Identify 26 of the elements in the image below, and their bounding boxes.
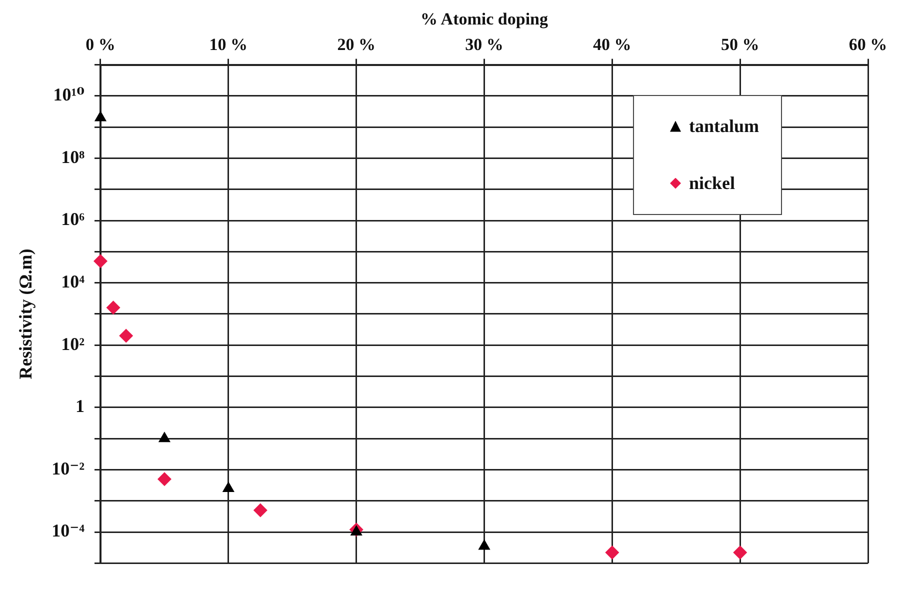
point	[106, 300, 120, 315]
y-tick-label: 10⁶	[61, 209, 86, 230]
point	[605, 546, 620, 560]
y-tick-label: 10⁻²	[52, 458, 84, 478]
y-tick-label: 10¹⁰	[53, 84, 85, 105]
point	[94, 254, 108, 268]
point	[253, 503, 268, 518]
x-axis-title: % Atomic doping	[420, 10, 548, 29]
x-tick-label: 10 %	[209, 34, 248, 54]
y-tick-label: 10⁻⁴	[52, 520, 86, 541]
x-tick-label: 60 %	[848, 34, 888, 54]
y-tick-label: 10⁸	[61, 146, 86, 167]
point	[119, 328, 134, 343]
y-tick-label: 10⁴	[61, 272, 86, 292]
point	[157, 472, 172, 486]
y-tick-label: 1	[75, 396, 84, 416]
x-tick-label: 0 %	[86, 34, 116, 54]
x-tick-label: 40 %	[593, 34, 632, 54]
x-tick-label: 50 %	[720, 34, 760, 54]
x-tick-label: 30 %	[465, 34, 504, 54]
y-axis-title: Resistivity (Ω.m)	[15, 248, 36, 380]
x-tick-label: 20 %	[337, 34, 376, 54]
y-tick-label: 10²	[61, 334, 84, 354]
legend-label: tantalum	[689, 116, 760, 137]
point	[733, 546, 748, 560]
legend-label: nickel	[689, 172, 736, 194]
